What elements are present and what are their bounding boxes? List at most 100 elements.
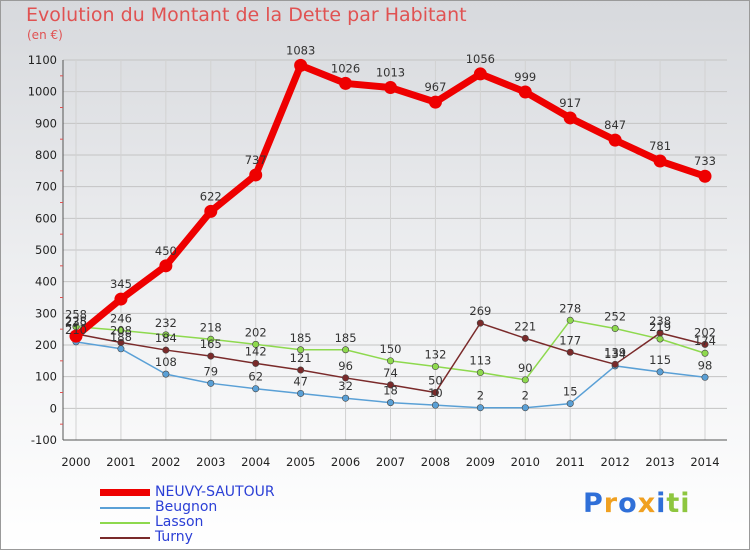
data-label: 258 [65,308,87,322]
data-label: 781 [649,139,671,153]
data-label: 246 [110,311,132,325]
brand-letter: t [666,488,681,519]
data-point [342,346,350,354]
data-point [117,326,125,334]
data-point [656,335,664,343]
data-point [473,67,487,81]
brand-letter: i [680,488,691,519]
data-point [701,340,709,348]
data-point [207,379,215,387]
data-point [656,329,664,337]
data-label: 2 [477,389,484,403]
data-point [342,394,350,402]
data-label: 18 [383,384,398,398]
data-label: 733 [694,154,716,168]
data-point [386,399,394,407]
data-label: 185 [335,331,357,345]
data-label: 134 [604,347,626,361]
data-point [162,331,170,339]
data-label: 96 [338,359,353,373]
data-point [611,325,619,333]
data-label: 150 [380,342,402,356]
data-point [159,259,173,273]
data-label: 1083 [286,43,315,57]
x-tick-label: 2005 [286,455,315,469]
data-point [521,404,529,412]
data-point [566,348,574,356]
data-label: 90 [518,361,533,375]
data-point [698,169,712,183]
data-label: 62 [248,370,263,384]
data-point [386,357,394,365]
y-tick-label: 400 [35,275,57,289]
data-label: 177 [559,333,581,347]
data-point [566,316,574,324]
data-label: 185 [290,331,312,345]
data-label: 228 [65,314,87,328]
x-tick-label: 2006 [331,455,360,469]
y-tick-label: 200 [35,338,57,352]
y-tick-label: 1100 [28,53,57,67]
legend-label: Lasson [155,514,204,530]
x-tick-label: 2011 [556,455,585,469]
data-label: 252 [604,310,626,324]
data-point [297,346,305,354]
y-tick-label: 300 [35,306,57,320]
brand-letter: r [603,488,619,519]
data-point [204,204,218,218]
data-point [339,76,353,90]
brand-letter: x [637,488,657,519]
x-tick-label: 2009 [466,455,495,469]
y-tick-label: 900 [35,116,57,130]
brand-letter: i [656,488,667,519]
data-point [566,400,574,408]
data-label: 218 [200,320,222,334]
legend-label: Beugnon [155,499,218,515]
data-label: 132 [424,348,446,362]
data-label: 208 [110,323,132,337]
x-tick-label: 2014 [690,455,719,469]
data-label: 47 [293,374,308,388]
data-point [117,345,125,353]
data-label: 737 [245,153,267,167]
data-point [69,329,83,343]
x-tick-label: 2002 [151,455,180,469]
data-label: 917 [559,96,581,110]
y-tick-label: 0 [50,401,57,415]
data-label: 108 [155,355,177,369]
y-tick-label: 600 [35,211,57,225]
legend-swatch [100,537,150,539]
data-label: 165 [200,337,222,351]
data-label: 1056 [466,52,495,66]
legend-swatch [100,507,150,509]
data-label: 74 [383,366,398,380]
data-label: 1013 [376,66,405,80]
data-point [252,340,260,348]
data-label: 10 [428,386,443,400]
data-point [611,360,619,368]
x-tick-label: 2008 [421,455,450,469]
data-point [384,81,397,95]
data-label: 1026 [331,61,360,75]
y-axis-unit: (en €) [27,28,63,42]
series [69,58,712,412]
data-label: 98 [698,358,713,372]
data-label: 202 [245,325,267,339]
data-label: 174 [694,334,716,348]
data-label: 50 [428,374,443,388]
chart-title: Evolution du Montant de la Dette par Hab… [26,4,467,26]
data-point [162,346,170,354]
data-point [431,401,439,409]
data-label: 188 [110,330,132,344]
data-point [252,385,260,393]
data-label: 232 [155,316,177,330]
data-label: 15 [563,385,578,399]
x-tick-label: 2012 [601,455,630,469]
brand-logo: Proxiti [583,488,691,519]
data-label: 32 [338,379,353,393]
data-label: 202 [694,325,716,339]
data-point [297,389,305,397]
data-label: 115 [649,353,671,367]
data-label: 999 [514,70,536,84]
